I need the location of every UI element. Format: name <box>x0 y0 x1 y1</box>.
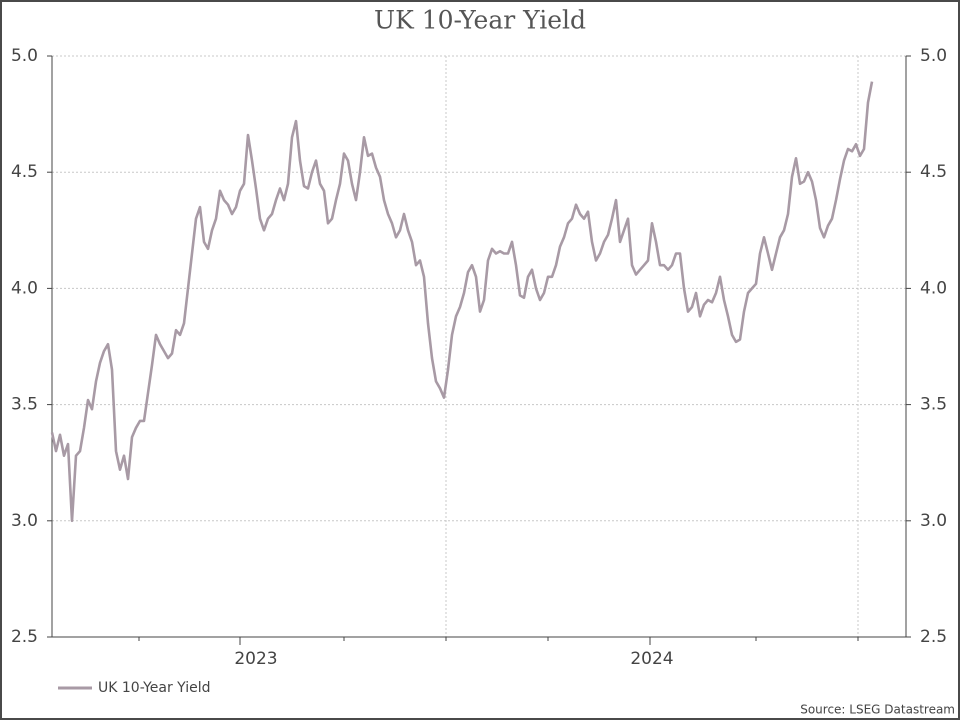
y2-tick-label: 3.5 <box>920 395 947 415</box>
x-tick-label: 2024 <box>630 649 673 669</box>
y2-tick-label: 4.0 <box>920 278 947 298</box>
y-tick-label: 3.0 <box>11 511 38 531</box>
x-minor-ticks <box>138 637 859 645</box>
y-tick-label: 2.5 <box>11 627 38 647</box>
chart-title: UK 10-Year Yield <box>374 6 586 35</box>
source-note: Source: LSEG Datastream <box>800 703 955 717</box>
y-tick-label: 3.5 <box>11 395 38 415</box>
y-tick-label: 4.5 <box>11 162 38 182</box>
y-tick-label: 5.0 <box>11 46 38 66</box>
legend-label: UK 10-Year Yield <box>98 680 211 696</box>
y2-tick-label: 5.0 <box>920 46 947 66</box>
series-line <box>50 81 874 523</box>
y2-tick-label: 2.5 <box>920 627 947 647</box>
y2-tick-label: 4.5 <box>920 162 947 182</box>
y-tick-label: 4.0 <box>11 278 38 298</box>
y2-tick-label: 3.0 <box>920 511 947 531</box>
x-tick-label: 2023 <box>234 649 277 669</box>
